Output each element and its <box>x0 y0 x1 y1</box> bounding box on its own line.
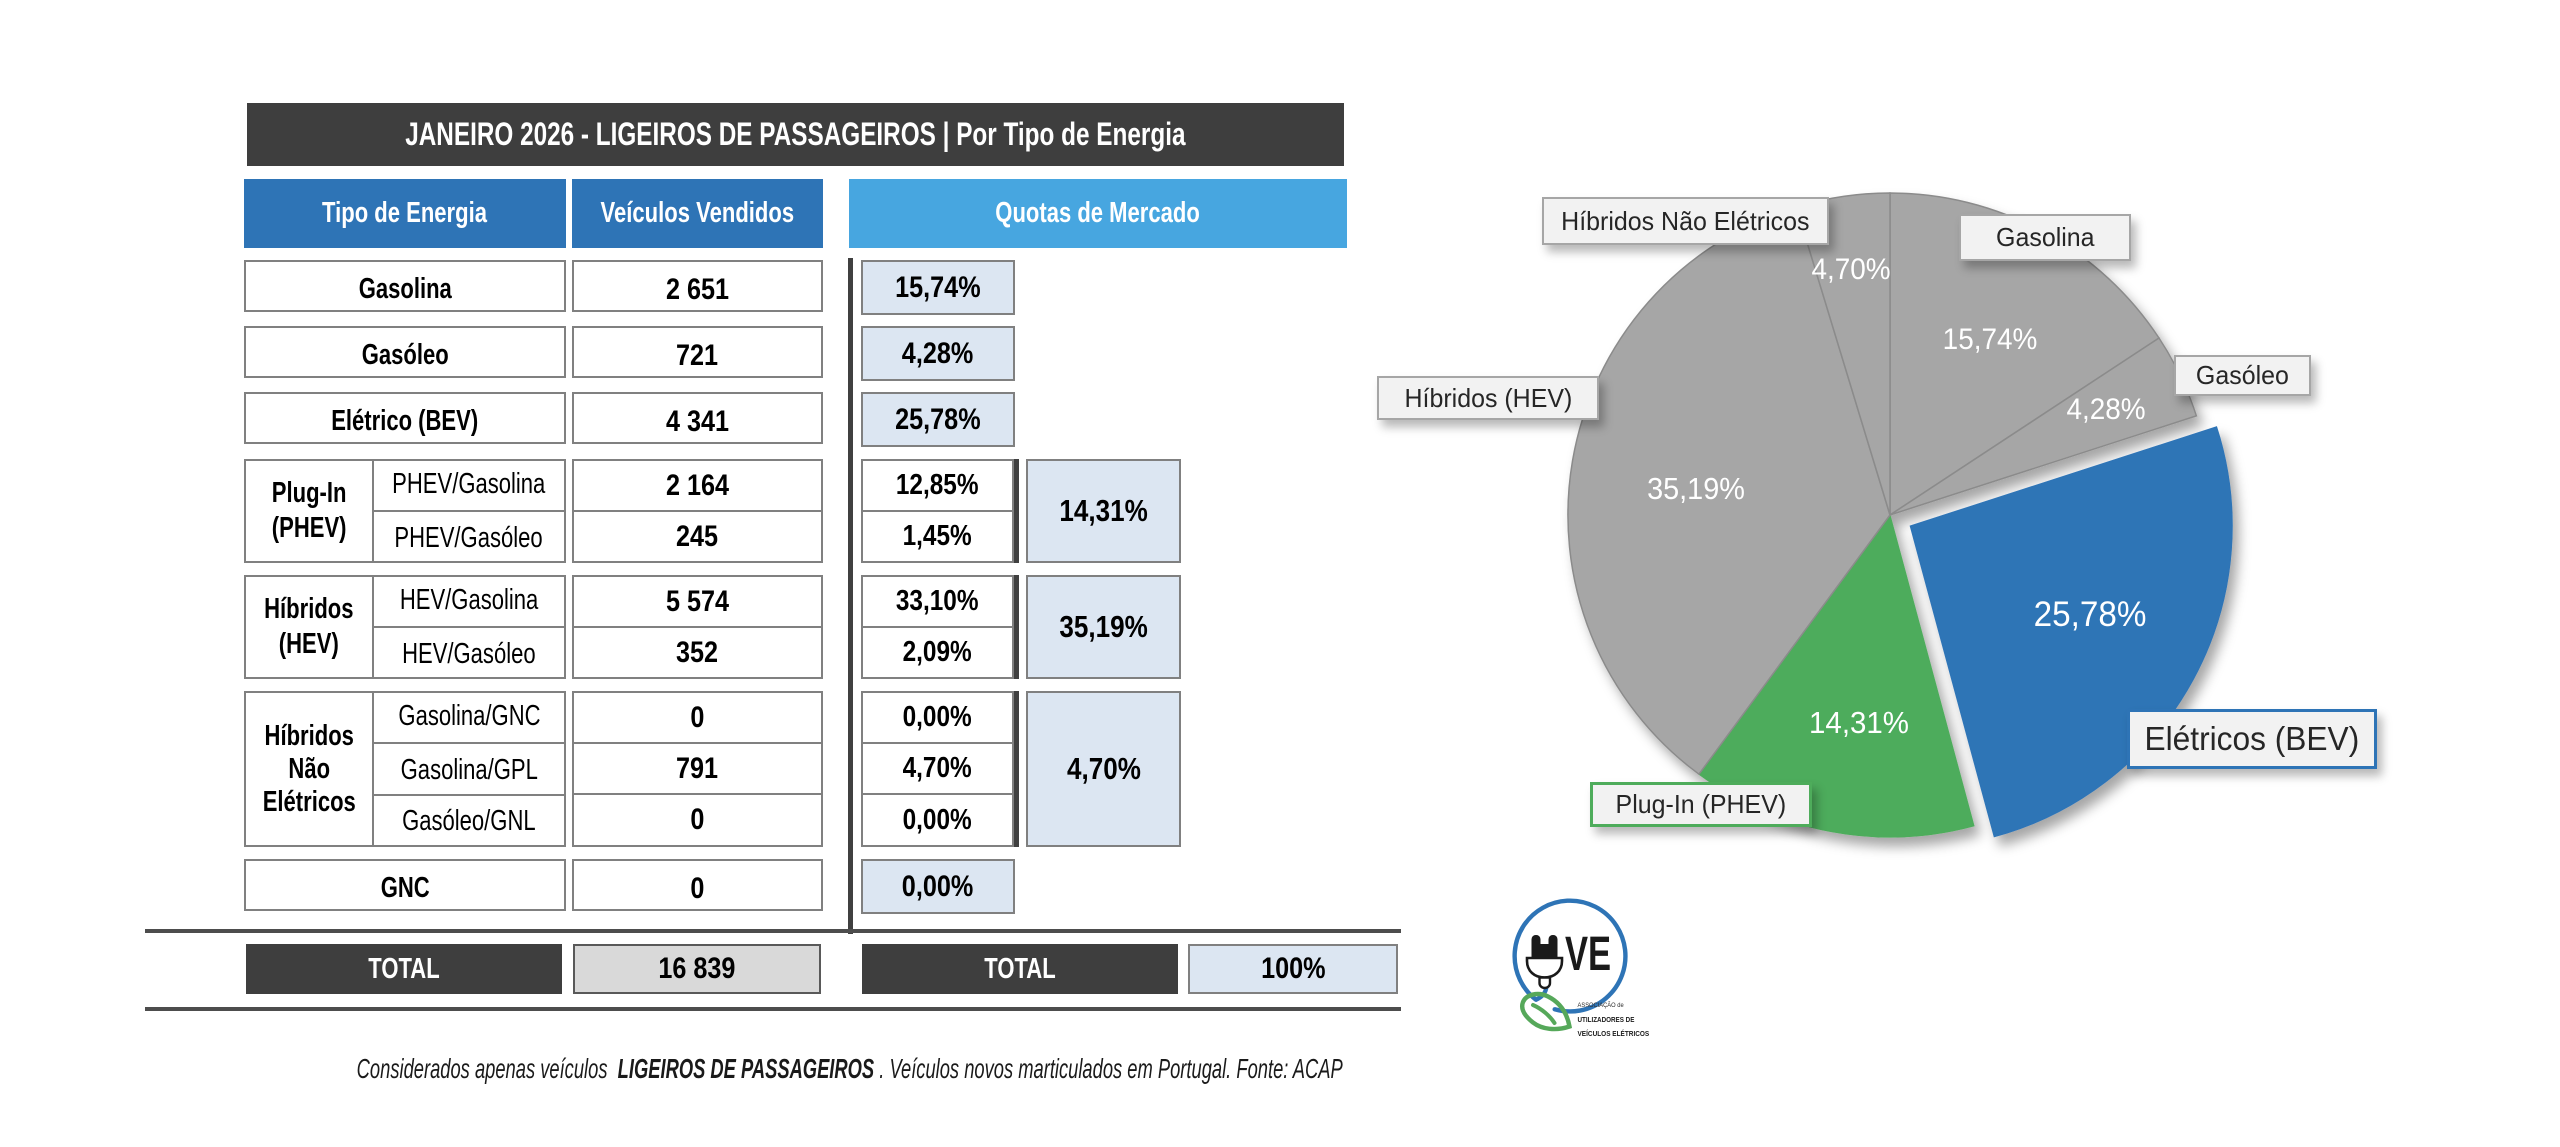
svg-text:UTILIZADORES DE: UTILIZADORES DE <box>1578 1017 1635 1025</box>
svg-text:VE: VE <box>1565 926 1611 980</box>
svg-text:VEÍCULOS ELÉTRICOS: VEÍCULOS ELÉTRICOS <box>1578 1028 1650 1038</box>
svg-text:ASSOCIAÇÃO de: ASSOCIAÇÃO de <box>1578 999 1625 1009</box>
